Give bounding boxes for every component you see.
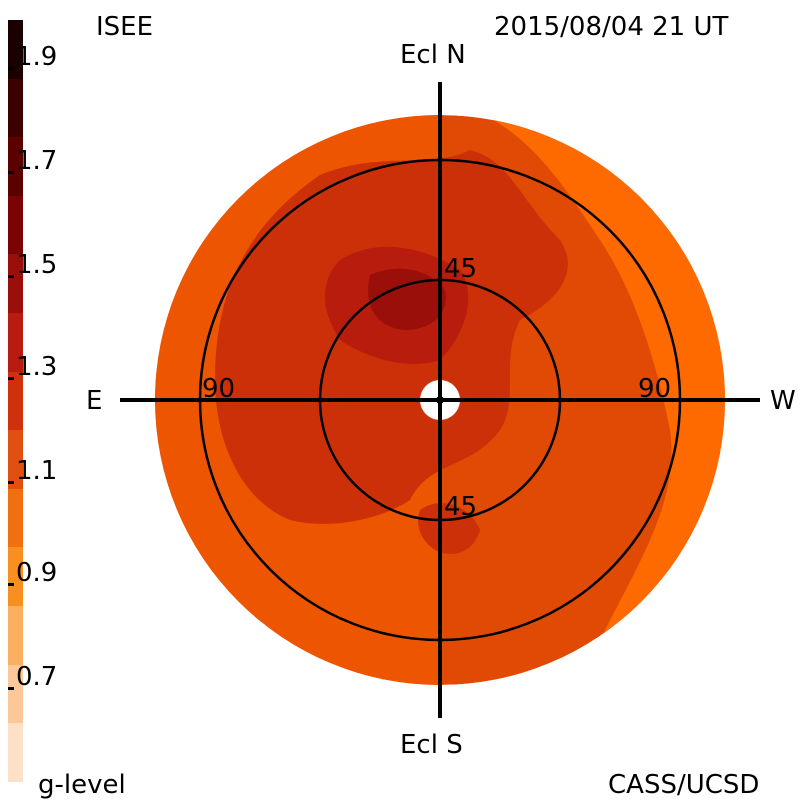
colorbar-segment [8,78,23,138]
colorbar-segment [8,195,23,255]
ring-label-45-bottom: 45 [444,492,478,522]
colorbar-segment [8,430,23,489]
colorbar-segment [8,547,23,607]
colorbar-segment [8,20,23,79]
ring-label-45-top: 45 [444,254,478,284]
colorbar-segment [8,254,23,314]
ring-label-90-left: 90 [202,374,236,404]
sun-center-dot [436,396,444,404]
g-level-colorbar [8,20,23,782]
colorbar-segment [8,371,23,431]
compass-west: W [770,386,796,416]
timestamp: 2015/08/04 21 UT [494,12,729,42]
colorbar-tick-label: 0.9 [8,560,57,586]
g-level-label: g-level [38,770,126,800]
ring-label-90-right: 90 [638,374,672,404]
colorbar-tick-label: 1.9 [8,44,57,70]
colorbar-segment [8,606,23,665]
compass-south: Ecl S [400,730,463,760]
compass-east: E [86,386,103,416]
colorbar-tick-label: 0.7 [8,664,57,690]
colorbar-segment [8,488,23,548]
colorbar-tick-label: 1.1 [8,458,57,484]
credit-label: CASS/UCSD [608,770,760,800]
colorbar-segment [8,313,23,372]
colorbar-tick-label: 1.7 [8,148,57,174]
colorbar-segment [8,723,23,782]
compass-north: Ecl N [400,40,466,70]
isee-label: ISEE [96,12,154,42]
core-region [368,268,446,330]
colorbar-tick-label: 1.5 [8,252,57,278]
south-dark-spot [418,502,480,554]
colorbar-segment [8,664,23,724]
colorbar-tick-label: 1.3 [8,354,57,380]
colorbar-segment [8,137,23,196]
